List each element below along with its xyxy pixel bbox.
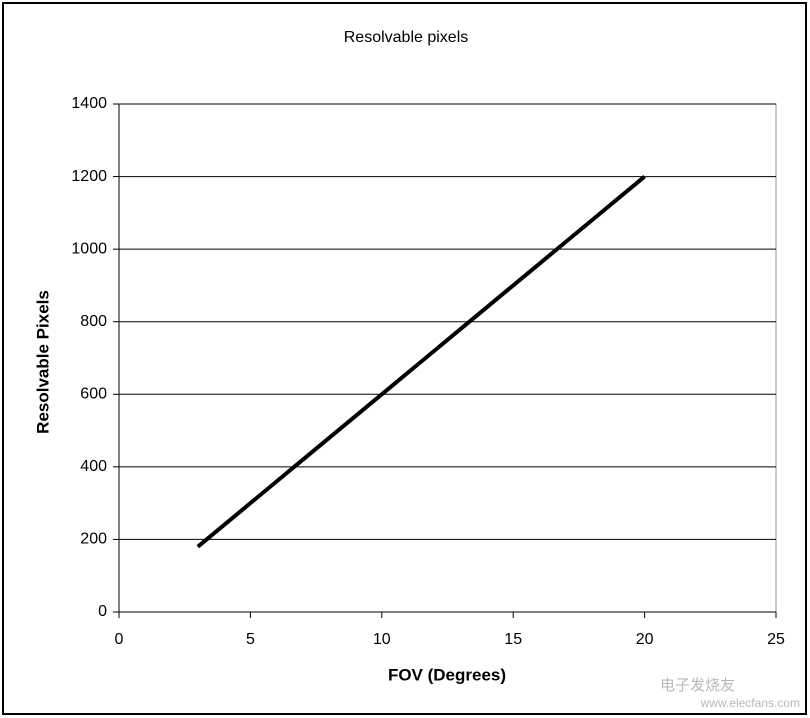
x-tick-label: 5 [246,631,255,648]
x-tick-label: 20 [636,631,654,648]
chart-title: Resolvable pixels [344,29,469,46]
y-tick-label: 1200 [71,168,107,185]
x-tick-label: 10 [373,631,391,648]
y-tick-label: 1400 [71,95,107,112]
x-tick-label: 15 [504,631,522,648]
x-tick-label: 0 [115,631,124,648]
y-axis-label: Resolvable Pixels [33,290,52,434]
watermark: www.elecfans.com [700,696,800,710]
y-tick-label: 800 [80,313,107,330]
x-axis-label: FOV (Degrees) [388,665,506,684]
y-tick-label: 1000 [71,240,107,257]
x-tick-label: 25 [767,631,785,648]
y-tick-label: 0 [98,603,107,620]
y-tick-label: 400 [80,458,107,475]
watermark: 电子发烧友 [660,677,735,694]
data-line [196,175,646,549]
y-tick-label: 200 [80,531,107,548]
y-tick-label: 600 [80,386,107,403]
